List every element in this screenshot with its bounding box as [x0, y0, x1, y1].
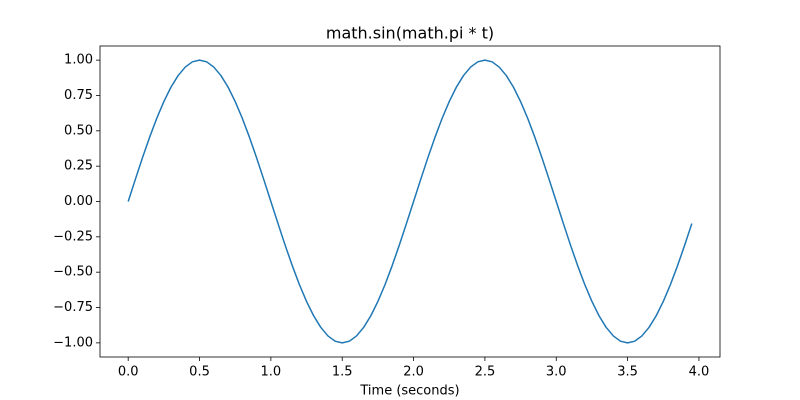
y-tick-label: −0.50	[53, 265, 93, 280]
x-tick-label: 0.5	[189, 365, 210, 380]
x-tick-label: 4.0	[689, 365, 710, 380]
y-tick-label: −0.75	[53, 300, 93, 315]
y-tick-label: 0.50	[64, 123, 93, 138]
axes-frame	[99, 45, 721, 358]
y-tick-label: 0.00	[64, 194, 93, 209]
line	[127, 59, 693, 344]
chart-title: math.sin(math.pi * t)	[326, 24, 494, 43]
x-tick-label: 1.5	[332, 365, 353, 380]
x-tick-label: 3.0	[546, 365, 567, 380]
x-axis-label: Time (seconds)	[359, 384, 459, 399]
y-tick-label: −0.25	[53, 229, 93, 244]
y-tick-label: 1.00	[64, 53, 93, 68]
x-tick-label: 1.0	[261, 365, 282, 380]
y-tick-label: 0.75	[64, 88, 93, 103]
x-tick-label: 3.5	[617, 365, 638, 380]
y-tick-label: 0.25	[64, 159, 93, 174]
x-tick-label: 2.0	[403, 365, 424, 380]
x-tick-label: 2.5	[475, 365, 496, 380]
x-tick-label: 0.0	[118, 365, 139, 380]
y-tick-label: −1.00	[53, 335, 93, 350]
